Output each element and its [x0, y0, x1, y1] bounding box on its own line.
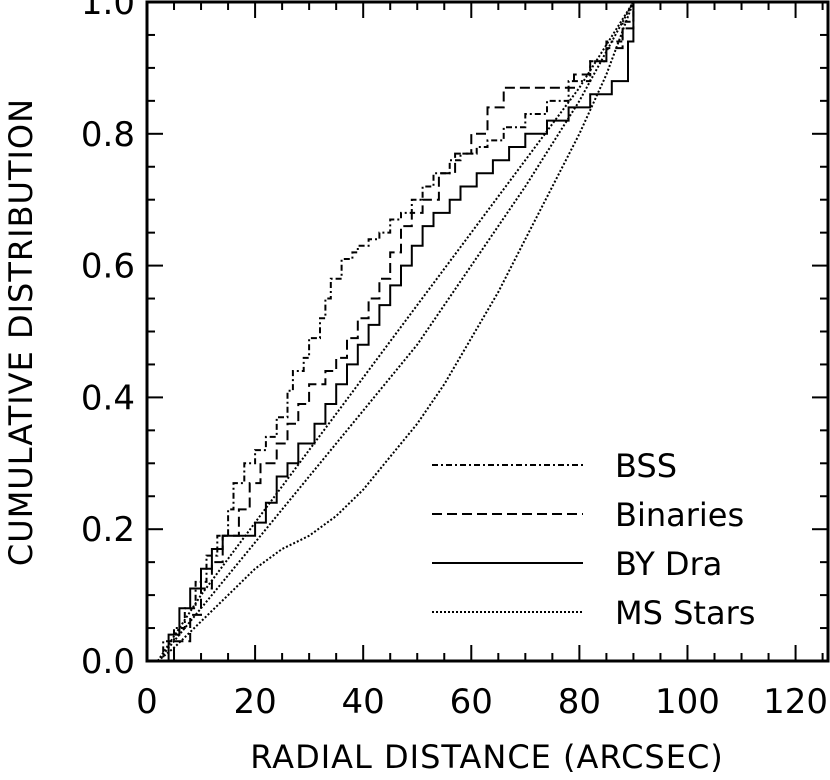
series-line-by-dra [157, 2, 635, 662]
axis-tick-labels: 0 20 40 60 80 100 120 0.0 0.2 0.4 0.6 0.8 1.0 [81, 0, 828, 722]
x-tick-label: 120 [763, 682, 828, 722]
x-axis-title: RADIAL DISTANCE (ARCSEC) [250, 738, 724, 776]
legend: BSS Binaries BY Dra MS Stars [432, 447, 755, 632]
y-tick-label: 0.2 [81, 510, 135, 550]
x-tick-label: 40 [342, 682, 385, 722]
legend-label: BY Dra [615, 545, 722, 583]
y-tick-label: 0.0 [81, 642, 135, 682]
y-tick-label: 1.0 [81, 0, 135, 23]
legend-label: Binaries [615, 496, 744, 534]
y-tick-label: 0.6 [81, 247, 135, 287]
x-tick-label: 0 [136, 682, 158, 722]
series-lines [156, 1, 635, 662]
x-tick-label: 80 [558, 682, 601, 722]
x-tick-label: 60 [450, 682, 493, 722]
series-line-bss [157, 2, 635, 662]
y-axis-title: CUMULATIVE DISTRIBUTION [2, 98, 40, 566]
y-tick-label: 0.4 [81, 378, 135, 418]
y-tick-label: 0.8 [81, 115, 135, 155]
legend-label: MS Stars [615, 594, 755, 632]
legend-label: BSS [615, 447, 677, 485]
series-line-ms-stars [157, 1, 635, 662]
x-tick-label: 20 [233, 682, 276, 722]
x-tick-label: 100 [655, 682, 720, 722]
series-line-unlabeled [156, 1, 635, 662]
